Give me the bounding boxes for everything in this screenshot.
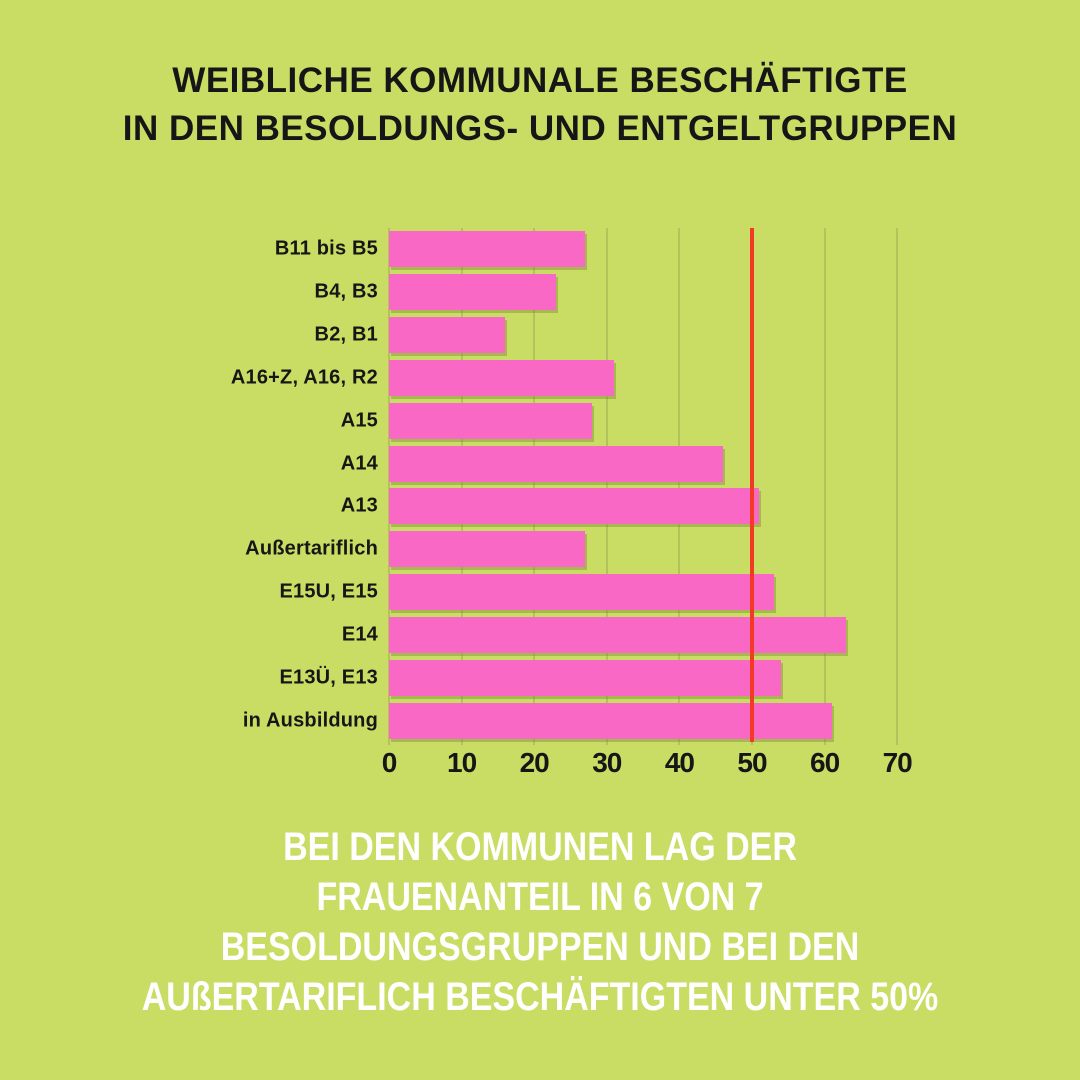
bar-0 bbox=[389, 231, 586, 268]
bar-7 bbox=[389, 531, 586, 568]
bar-2 bbox=[389, 317, 506, 354]
category-label-6: A13 bbox=[340, 494, 378, 517]
x-tick-label-50: 50 bbox=[737, 747, 767, 778]
category-label-5: A14 bbox=[340, 452, 378, 475]
x-tick-label-60: 60 bbox=[810, 747, 840, 778]
category-label-0: B11 bis B5 bbox=[274, 237, 378, 260]
category-label-8: E15U, E15 bbox=[279, 580, 378, 603]
x-tick-label-0: 0 bbox=[381, 747, 398, 778]
x-tick-label-70: 70 bbox=[882, 747, 913, 778]
caption-line-1: BEI DEN KOMMUNEN LAG DER bbox=[283, 825, 797, 869]
reference-line-50-percent bbox=[750, 228, 754, 742]
bar-10 bbox=[389, 659, 782, 696]
caption-line-3: BESOLDUNGSGRUPPEN UND BEI DEN bbox=[220, 925, 860, 969]
caption-line-2: FRAUENANTEIL IN 6 VON 7 bbox=[316, 875, 764, 919]
bar-8 bbox=[389, 574, 774, 611]
category-label-4: A15 bbox=[340, 409, 378, 432]
plot-area bbox=[388, 228, 917, 745]
x-tick-label-20: 20 bbox=[519, 747, 550, 778]
x-axis: 0 10 20 30 40 50 60 70 bbox=[382, 747, 929, 781]
gridline-30 bbox=[605, 228, 608, 745]
gridline-60 bbox=[823, 228, 826, 745]
x-tick-label-30: 30 bbox=[592, 747, 622, 778]
category-label-9: E14 bbox=[341, 623, 378, 646]
bar-6 bbox=[389, 488, 760, 525]
gridline-10 bbox=[460, 228, 463, 745]
gridline-0 bbox=[388, 228, 390, 745]
chart-title: WEIBLICHE KOMMUNALE BESCHÄFTIGTE IN DEN … bbox=[0, 57, 1080, 153]
category-label-3: A16+Z, A16, R2 bbox=[230, 366, 378, 389]
gridline-40 bbox=[678, 228, 681, 745]
gridline-20 bbox=[533, 228, 536, 745]
chart-title-line-2: IN DEN BESOLDUNGS- UND ENTGELTGRUPPEN bbox=[122, 109, 958, 148]
caption: BEI DEN KOMMUNEN LAG DER FRAUENANTEIL IN… bbox=[0, 822, 1080, 1022]
gridline-70 bbox=[896, 228, 899, 745]
category-label-1: B4, B3 bbox=[314, 280, 378, 303]
bar-4 bbox=[389, 402, 593, 439]
category-label-7: Außertariflich bbox=[245, 537, 378, 560]
bar-3 bbox=[389, 359, 615, 396]
bar-5 bbox=[389, 445, 723, 482]
x-tick-label-10: 10 bbox=[447, 747, 477, 778]
chart-title-line-1: WEIBLICHE KOMMUNALE BESCHÄFTIGTE bbox=[172, 61, 908, 100]
bar-1 bbox=[389, 274, 556, 311]
bar-9 bbox=[389, 616, 847, 653]
caption-line-4: AUßERTARIFLICH BESCHÄFTIGTEN UNTER 50% bbox=[141, 975, 939, 1019]
bar-11 bbox=[389, 702, 832, 739]
category-label-2: B2, B1 bbox=[314, 323, 378, 346]
category-axis: B11 bis B5 B4, B3 B2, B1 A16+Z, A16, R2 A15 A… bbox=[0, 228, 378, 742]
category-label-11: in Ausbildung bbox=[242, 709, 378, 732]
x-tick-label-40: 40 bbox=[664, 747, 695, 778]
category-label-10: E13Ü, E13 bbox=[279, 666, 378, 689]
